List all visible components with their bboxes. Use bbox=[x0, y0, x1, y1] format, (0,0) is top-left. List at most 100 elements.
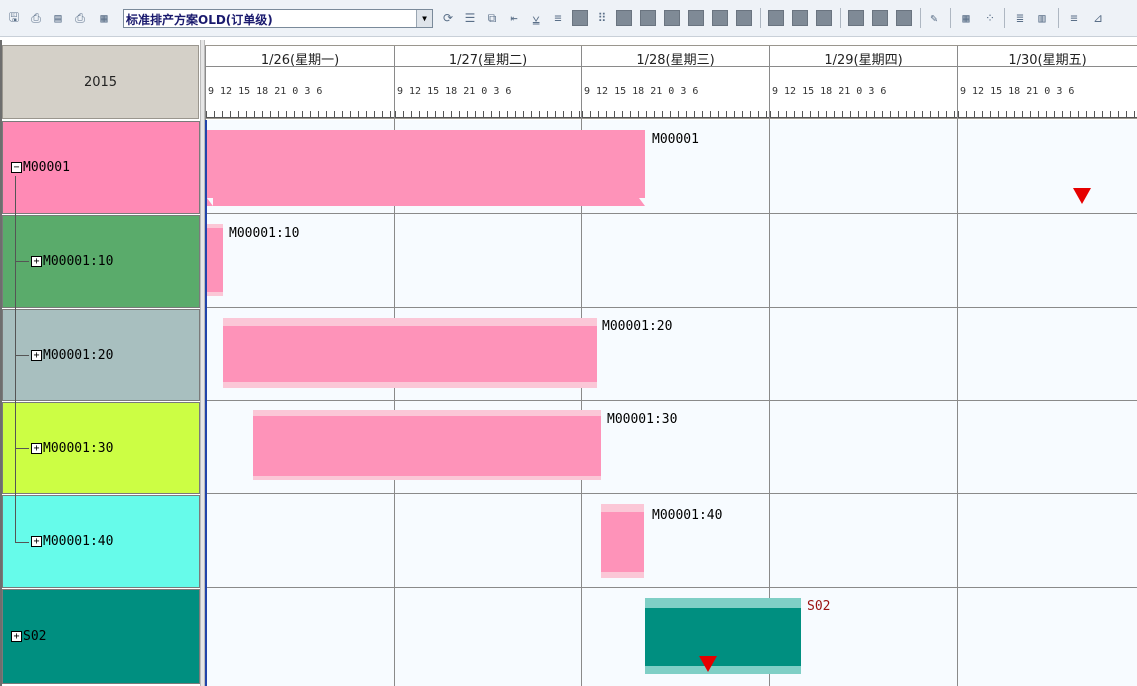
save-icon[interactable]: 🖫 bbox=[8, 9, 20, 24]
grid-icon[interactable]: ▦ bbox=[962, 11, 970, 25]
day-label: 1/28(星期三) bbox=[636, 53, 715, 68]
row-label: M00001:40 bbox=[43, 534, 114, 549]
deadline-marker-icon[interactable] bbox=[1073, 188, 1091, 204]
tree-line bbox=[15, 542, 29, 543]
refresh-icon[interactable]: ⟳ bbox=[442, 11, 454, 25]
block-icon[interactable] bbox=[768, 10, 784, 26]
hour-ticks: 9 12 15 18 21 0 3 6 bbox=[960, 86, 1075, 97]
gantt-bar-s02[interactable] bbox=[645, 608, 801, 666]
row-header-m00001[interactable]: − M00001 bbox=[2, 121, 200, 214]
block-icon[interactable] bbox=[872, 10, 888, 26]
bar-label: M00001:10 bbox=[229, 226, 300, 241]
lines-icon[interactable]: ≡ bbox=[1070, 11, 1078, 25]
day-divider bbox=[206, 66, 394, 67]
hour-ticks: 9 12 15 18 21 0 3 6 bbox=[208, 86, 323, 97]
hour-ticks: 9 12 15 18 21 0 3 6 bbox=[772, 86, 887, 97]
preview-icon[interactable]: ▤ bbox=[54, 11, 62, 25]
gantt-bar-m00001-30[interactable] bbox=[253, 416, 601, 476]
block-icon[interactable] bbox=[616, 10, 632, 26]
dots-icon[interactable]: ⠿ bbox=[597, 11, 607, 25]
block-icon[interactable] bbox=[848, 10, 864, 26]
bar-label: M00001:30 bbox=[607, 412, 678, 427]
expand-icon[interactable]: + bbox=[31, 256, 42, 267]
day-divider bbox=[395, 66, 581, 67]
row-label: M00001:20 bbox=[43, 347, 114, 363]
edit-icon[interactable]: ✎ bbox=[930, 11, 938, 25]
chart2-icon[interactable]: ⊿ bbox=[1092, 11, 1104, 25]
bar-label: S02 bbox=[807, 599, 831, 614]
print-icon[interactable]: ⎙ bbox=[31, 10, 41, 25]
day-header: 1/26(星期一) 9 12 15 18 21 0 3 6 bbox=[205, 46, 394, 120]
day-header: 1/28(星期三) 9 12 15 18 21 0 3 6 bbox=[581, 46, 769, 120]
gantt-bar-m00001[interactable] bbox=[207, 130, 645, 206]
chevron-down-icon[interactable]: ▼ bbox=[416, 10, 432, 27]
deadline-marker-icon[interactable] bbox=[699, 656, 717, 672]
grid-line bbox=[207, 307, 1137, 308]
block-icon[interactable] bbox=[896, 10, 912, 26]
block-icon[interactable] bbox=[792, 10, 808, 26]
align-icon[interactable]: ☰ bbox=[464, 11, 476, 25]
scheme-select[interactable]: 标准排产方案OLD(订单级) ▼ bbox=[123, 9, 433, 28]
grid-small-icon[interactable]: ▦ bbox=[100, 11, 108, 25]
block-icon[interactable] bbox=[688, 10, 704, 26]
block-icon[interactable] bbox=[736, 10, 752, 26]
list-icon[interactable]: ≡ bbox=[554, 11, 562, 25]
toolbar: 🖫 ⎙ ▤ ⎙ ▦ 标准排产方案OLD(订单级) ▼ ⟳ ☰ ⧉ ⇤ ⩣ ≡ ⠿… bbox=[0, 0, 1137, 37]
bar-notch bbox=[639, 198, 645, 206]
expand-icon[interactable]: + bbox=[31, 349, 42, 361]
expand-icon[interactable]: + bbox=[11, 631, 22, 642]
grid-line bbox=[581, 120, 582, 686]
row-header-m00001-40[interactable]: + M00001:40 bbox=[2, 495, 200, 588]
grid-line bbox=[207, 400, 1137, 401]
block-icon[interactable] bbox=[572, 10, 588, 26]
day-label: 1/26(星期一) bbox=[260, 53, 340, 68]
grid-line bbox=[207, 587, 1137, 588]
toolbar-separator bbox=[950, 8, 951, 28]
bar-label: M00001:20 bbox=[602, 319, 673, 334]
gantt-bar-m00001-20[interactable] bbox=[223, 326, 597, 382]
row-header-s02[interactable]: + S02 bbox=[2, 589, 200, 684]
row-label: M00001:10 bbox=[43, 254, 114, 269]
ruler bbox=[958, 104, 1137, 118]
bar-label: M00001:40 bbox=[652, 508, 723, 523]
day-header: 1/27(星期二) 9 12 15 18 21 0 3 6 bbox=[394, 46, 581, 120]
gantt-bar-m00001-40[interactable] bbox=[601, 512, 644, 572]
day-divider bbox=[582, 66, 769, 67]
chart-icon[interactable]: ▥ bbox=[1038, 11, 1046, 25]
pane-splitter[interactable] bbox=[200, 40, 205, 686]
block-icon[interactable] bbox=[816, 10, 832, 26]
text-icon[interactable]: ≣ bbox=[1016, 11, 1024, 25]
ruler bbox=[206, 104, 394, 118]
printer-icon[interactable]: ⎙ bbox=[75, 10, 85, 25]
tree-line bbox=[15, 448, 29, 449]
grid-line bbox=[769, 120, 770, 686]
copy-icon[interactable]: ⧉ bbox=[487, 10, 497, 25]
grid-line bbox=[207, 213, 1137, 214]
toolbar-separator bbox=[760, 8, 761, 28]
tree-line bbox=[15, 176, 16, 543]
row-header-m00001-10[interactable]: + M00001:10 bbox=[2, 215, 200, 308]
toolbar-separator bbox=[840, 8, 841, 28]
collapse-icon[interactable]: − bbox=[11, 162, 22, 173]
expand-icon[interactable]: + bbox=[31, 536, 42, 547]
row-label: M00001:30 bbox=[43, 440, 114, 456]
year-header: 2015 bbox=[2, 45, 199, 119]
row-header-m00001-20[interactable]: + M00001:20 bbox=[2, 309, 200, 401]
ruler bbox=[582, 104, 769, 118]
block-icon[interactable] bbox=[712, 10, 728, 26]
grid-line bbox=[394, 120, 395, 686]
indent-icon[interactable]: ⇤ bbox=[510, 11, 518, 25]
expand-icon[interactable]: + bbox=[31, 442, 42, 454]
block-icon[interactable] bbox=[640, 10, 656, 26]
row-label: S02 bbox=[23, 629, 47, 644]
group-icon[interactable]: ⁘ bbox=[984, 11, 996, 25]
day-label: 1/29(星期四) bbox=[824, 53, 903, 68]
bar-notch bbox=[207, 198, 213, 206]
block-icon[interactable] bbox=[664, 10, 680, 26]
row-header-m00001-30[interactable]: + M00001:30 bbox=[2, 402, 200, 494]
toolbar-separator bbox=[1004, 8, 1005, 28]
grid-left-border bbox=[0, 40, 2, 686]
filter-icon[interactable]: ⩣ bbox=[532, 10, 540, 25]
gantt-bar-m00001-10[interactable] bbox=[207, 228, 223, 292]
day-header: 1/29(星期四) 9 12 15 18 21 0 3 6 bbox=[769, 46, 957, 120]
